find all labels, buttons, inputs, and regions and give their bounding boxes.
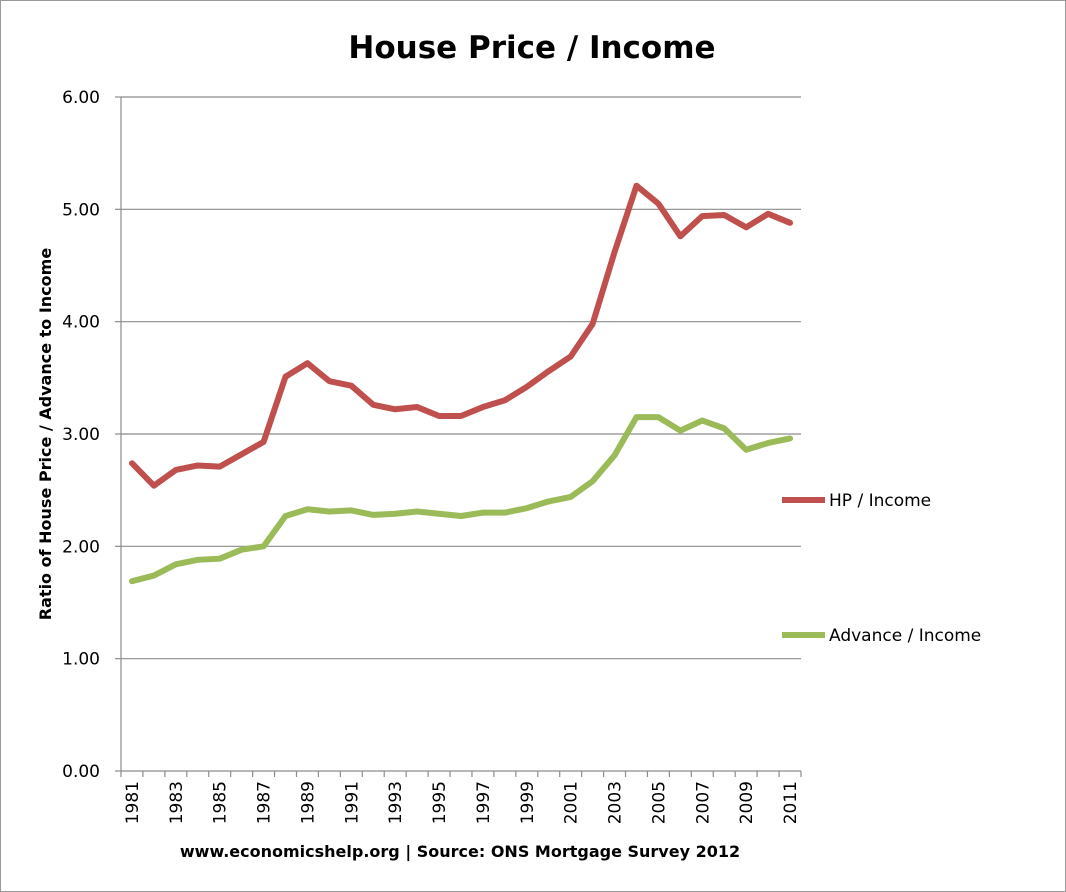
x-tick-label: 1981: [123, 781, 143, 824]
x-tick-label: 1983: [167, 781, 187, 824]
x-tick-label: 1989: [298, 781, 318, 824]
x-tick-label: 2003: [606, 781, 626, 824]
y-tick-labels: 0.00 1.00 2.00 3.00 4.00 5.00 6.00: [62, 88, 100, 782]
y-tick-label: 3.00: [62, 425, 100, 445]
series-lines: [128, 182, 794, 585]
gridlines: [115, 96, 801, 772]
y-axis-label: Ratio of House Price / Advance to Income: [36, 248, 55, 621]
y-tick-label: 1.00: [62, 650, 100, 670]
y-tick-label: 0.00: [62, 762, 100, 782]
series-line-1: [128, 414, 794, 585]
x-tick-label: 1999: [518, 781, 538, 824]
chart-title: House Price / Income: [348, 30, 715, 66]
x-tick-label: 1997: [474, 781, 494, 824]
axes: [120, 97, 802, 777]
legend-label: HP / Income: [829, 491, 931, 511]
x-tick-label: 1993: [386, 781, 406, 824]
x-tick-label: 1985: [211, 781, 231, 824]
y-tick-label: 5.00: [62, 200, 100, 220]
source-note: www.economicshelp.org | Source: ONS Mort…: [180, 842, 740, 862]
x-tick-labels: 1981 1983 1985 1987 1989 1991 1993 1995 1997 1999…: [123, 781, 801, 824]
y-tick-label: 4.00: [62, 313, 100, 333]
series-line-0: [128, 182, 794, 489]
legend: HP / Income Advance / Income: [782, 491, 981, 646]
x-tick-label: 2011: [781, 781, 801, 824]
x-tick-label: 1991: [342, 781, 362, 824]
y-tick-label: 2.00: [62, 537, 100, 557]
x-tick-label: 2009: [737, 781, 757, 824]
x-tick-label: 1995: [430, 781, 450, 824]
x-tick-label: 2001: [562, 781, 582, 824]
x-tick-label: 2005: [649, 781, 669, 824]
x-tick-label: 1987: [255, 781, 275, 824]
x-tick-label: 2007: [693, 781, 713, 824]
legend-label: Advance / Income: [829, 626, 981, 646]
y-tick-label: 6.00: [62, 88, 100, 108]
